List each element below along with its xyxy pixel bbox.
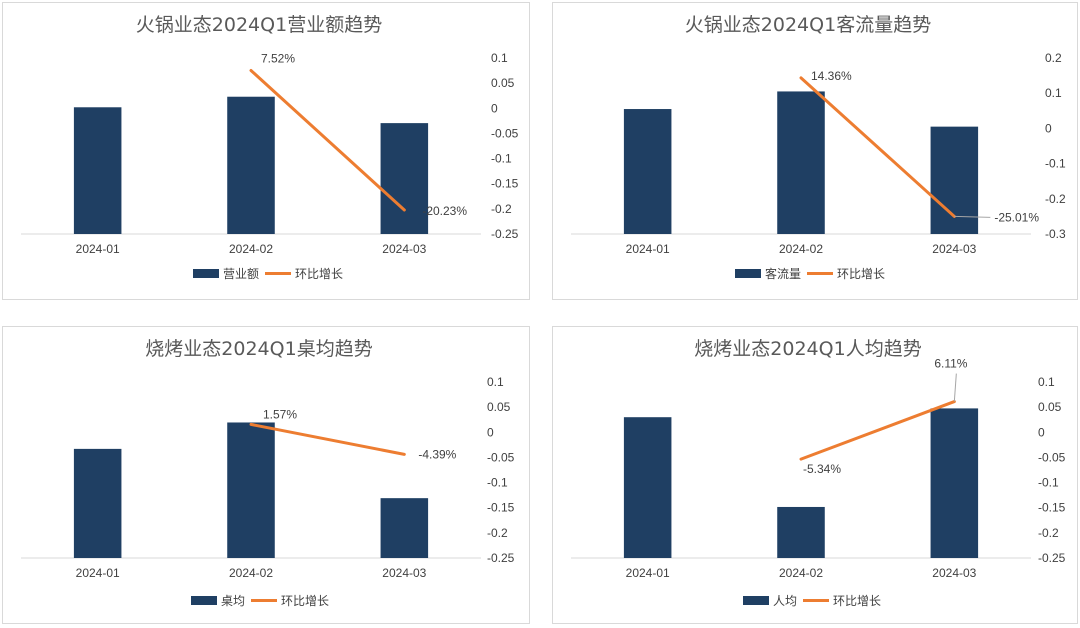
y2-tick-label: 0.1 [1038, 375, 1055, 389]
line-环比增长 [799, 400, 956, 461]
x-tick-label: 2024-03 [382, 242, 426, 256]
y2-tick-label: 0.1 [487, 375, 504, 389]
y2-tick-label: 0.1 [491, 51, 508, 65]
bar-2024-01 [623, 109, 672, 234]
bar-2024-01 [73, 107, 122, 234]
x-tick-label: 2024-03 [932, 242, 976, 256]
chart-title: 烧烤业态2024Q1人均趋势 [694, 338, 921, 360]
x-tick-label: 2024-02 [779, 566, 823, 580]
legend-label-line: 环比增长 [281, 594, 329, 608]
y2-tick-label: -0.2 [1045, 192, 1066, 206]
legend-swatch-bar [743, 596, 769, 605]
chart-svg: 烧烤业态2024Q1人均趋势 2024-01 2024-02 2024-03 0.1 0.… [571, 338, 1066, 608]
bar-2024-02 [777, 506, 825, 558]
y2-tick-label: 0 [487, 425, 494, 439]
y2-tick-label: -0.2 [487, 526, 508, 540]
legend-swatch-bar [191, 596, 217, 605]
chart-title: 烧烤业态2024Q1桌均趋势 [145, 338, 372, 360]
data-label: -20.23% [422, 204, 467, 218]
x-tick-label: 2024-02 [229, 566, 273, 580]
line-环比增长 [249, 68, 406, 212]
x-tick-label: 2024-01 [626, 242, 670, 256]
x-tick-label: 2024-02 [779, 242, 823, 256]
legend-label-bar: 人均 [773, 594, 797, 608]
legend-label-bar: 桌均 [221, 594, 245, 608]
legend-swatch-bar [193, 269, 219, 278]
x-tick-label: 2024-01 [626, 566, 670, 580]
legend-label-line: 环比增长 [837, 267, 885, 281]
y2-tick-label: 0.05 [491, 76, 515, 90]
data-label: 7.52% [261, 51, 295, 65]
x-tick-label: 2024-01 [76, 566, 120, 580]
x-tick-label: 2024-01 [76, 242, 120, 256]
chart-panel-hotpot-revenue: 火锅业态2024Q1营业额趋势 2024-01 2024-02 2024-03 0.1 0… [2, 2, 530, 300]
y2-tick-label: 0 [1038, 425, 1045, 439]
data-label: 1.57% [263, 407, 297, 421]
chart-panel-bbq-per-capita: 烧烤业态2024Q1人均趋势 2024-01 2024-02 2024-03 0.1 0.… [552, 326, 1078, 624]
chart-panel-hotpot-traffic: 火锅业态2024Q1客流量趋势 2024-01 2024-02 2024-03 0.2 0… [552, 2, 1078, 300]
y2-tick-label: -0.1 [1045, 157, 1066, 171]
bar-2024-03 [930, 408, 979, 558]
chart-svg: 火锅业态2024Q1营业额趋势 2024-01 2024-02 2024-03 0.1 0… [21, 14, 519, 281]
data-label: -25.01% [994, 210, 1039, 224]
y2-tick-label: -0.05 [491, 126, 519, 140]
data-label: 6.11% [934, 357, 967, 371]
line-环比增长 [799, 76, 956, 218]
y2-tick-label: -0.15 [1038, 501, 1066, 515]
y2-tick-label: -0.1 [491, 152, 512, 166]
bar-2024-01 [73, 448, 122, 558]
bar-2024-03 [380, 498, 429, 558]
chart-panel-bbq-table-avg: 烧烤业态2024Q1桌均趋势 2024-01 2024-02 2024-03 0.1 0.… [2, 326, 530, 624]
bar-2024-03 [380, 123, 429, 234]
y2-tick-label: -0.15 [491, 177, 519, 191]
y2-tick-label: -0.25 [491, 227, 519, 241]
y2-tick-label: 0.2 [1045, 51, 1062, 65]
data-label: -5.34% [803, 462, 841, 476]
line-环比增长 [249, 422, 406, 456]
legend-label-bar: 客流量 [765, 266, 801, 281]
y2-tick-label: -0.05 [487, 450, 515, 464]
legend-label-line: 环比增长 [833, 594, 881, 608]
x-tick-label: 2024-02 [229, 242, 273, 256]
y2-tick-label: -0.25 [1038, 551, 1066, 565]
bar-2024-02 [227, 422, 275, 558]
y2-tick-label: -0.1 [487, 476, 508, 490]
bar-2024-02 [227, 96, 275, 234]
y2-tick-label: 0 [491, 101, 498, 115]
chart-title: 火锅业态2024Q1营业额趋势 [136, 14, 382, 36]
x-tick-label: 2024-03 [382, 566, 426, 580]
x-tick-label: 2024-03 [932, 566, 976, 580]
y2-tick-label: -0.15 [487, 501, 515, 515]
bar-2024-02 [777, 91, 825, 234]
data-label-leader [953, 373, 957, 402]
y2-tick-label: -0.2 [491, 202, 512, 216]
legend-label-bar: 营业额 [223, 267, 259, 281]
y2-tick-label: -0.1 [1038, 476, 1059, 490]
y2-tick-label: 0.1 [1045, 86, 1062, 100]
chart-svg: 火锅业态2024Q1客流量趋势 2024-01 2024-02 2024-03 0.2 0… [571, 14, 1066, 281]
y2-tick-label: -0.25 [487, 551, 515, 565]
legend-swatch-bar [735, 269, 761, 278]
data-label: 14.36% [811, 69, 852, 83]
legend-label-line: 环比增长 [295, 267, 343, 281]
y2-tick-label: 0 [1045, 121, 1052, 135]
data-label-leader [954, 215, 991, 218]
chart-title: 火锅业态2024Q1客流量趋势 [685, 14, 931, 36]
y2-tick-label: 0.05 [487, 400, 511, 414]
y2-tick-label: -0.05 [1038, 450, 1066, 464]
bar-2024-01 [623, 417, 672, 558]
y2-tick-label: -0.3 [1045, 227, 1066, 241]
data-label: -4.39% [418, 447, 456, 461]
y2-tick-label: 0.05 [1038, 400, 1062, 414]
y2-tick-label: -0.2 [1038, 526, 1059, 540]
chart-svg: 烧烤业态2024Q1桌均趋势 2024-01 2024-02 2024-03 0.1 0.… [21, 338, 515, 608]
